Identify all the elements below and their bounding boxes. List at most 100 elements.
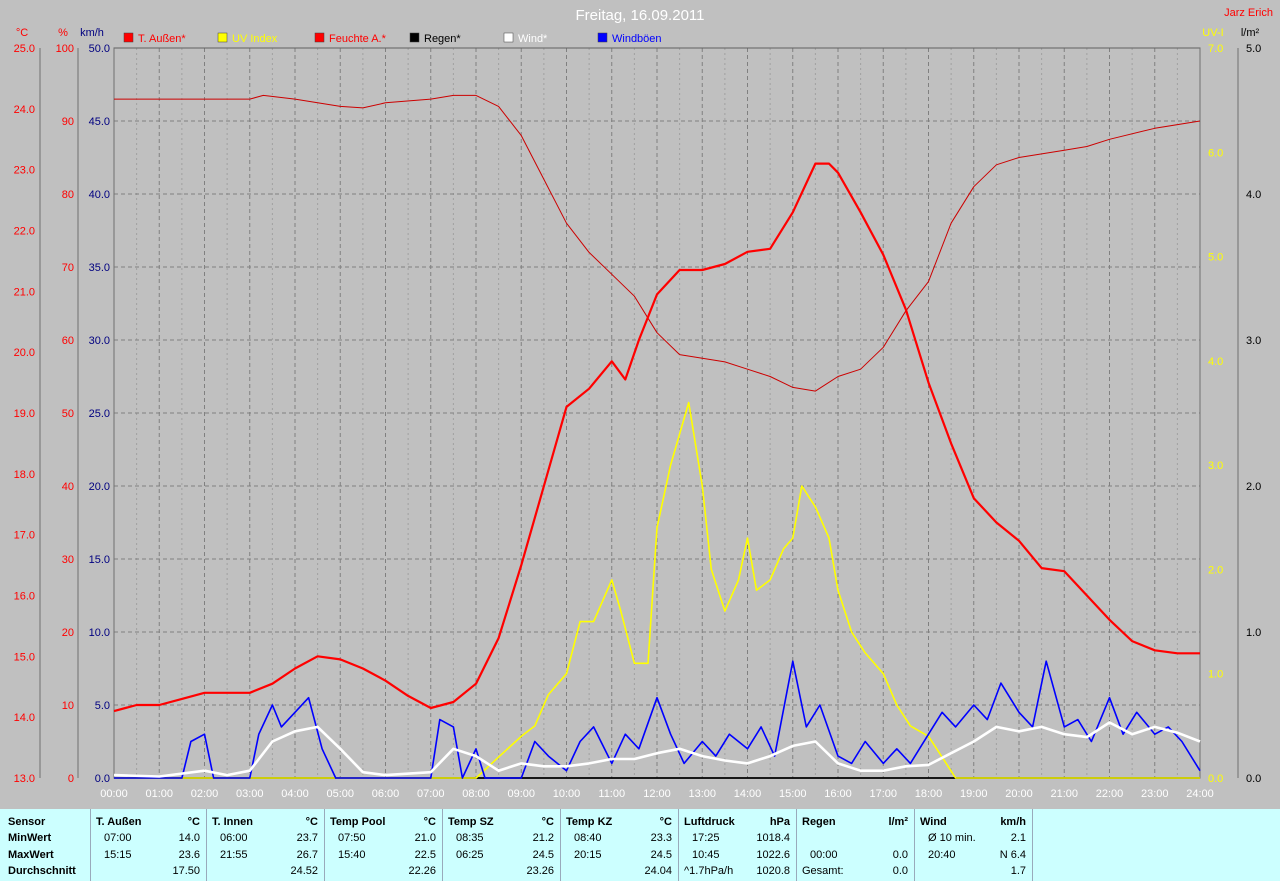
rain-tick-label: 5.0 (1246, 43, 1261, 55)
humidity-tick-label: 50 (62, 408, 74, 420)
temp-tick-label: 14.0 (14, 712, 35, 724)
stats-max-value: 0.0 (892, 849, 908, 861)
x-tick-label: 19:00 (960, 788, 988, 800)
stats-unit: °C (659, 816, 672, 828)
stats-min-time: 06:00 (220, 832, 248, 844)
stats-column: T. Außen °C 07:00 14.0 15:15 23.6 17.50 (90, 809, 207, 881)
humidity-tick-label: 70 (62, 262, 74, 274)
legend-label: T. Außen* (138, 33, 186, 45)
stats-max-time: 21:55 (220, 849, 248, 861)
stats-unit: hPa (769, 816, 790, 828)
series-layer (113, 94, 1201, 779)
stats-min-value: 21.2 (532, 832, 554, 844)
series-line-feuchte-a- (114, 94, 1201, 392)
x-tick-label: 12:00 (643, 788, 671, 800)
temp-tick-label: 22.0 (14, 226, 35, 238)
x-tick-label: 01:00 (145, 788, 173, 800)
uv-tick-label: 5.0 (1208, 252, 1223, 264)
stats-max-time: 20:40 (928, 849, 956, 861)
rain-tick-label: 1.0 (1246, 627, 1261, 639)
x-tick-label: 13:00 (688, 788, 716, 800)
stats-label-avg: Durchschnitt (8, 865, 76, 877)
temp-tick-label: 13.0 (14, 773, 35, 785)
x-tick-label: 16:00 (824, 788, 852, 800)
stats-max-value: N 6.4 (999, 849, 1026, 861)
stats-min-value: 23.3 (650, 832, 672, 844)
axis-unit-label: km/h (80, 27, 104, 39)
stats-avg-value: 1.7 (1010, 865, 1026, 877)
stats-title: Temp SZ (448, 816, 494, 828)
stats-title: T. Innen (212, 816, 253, 828)
weather-chart: 13.0 14.0 15.0 16.0 17.0 18.0 19.0 20.0 21.0 22.0… (14, 7, 1273, 800)
stats-max-value: 24.5 (532, 849, 554, 861)
stats-min-time: 08:35 (456, 832, 484, 844)
legend-label: Regen* (424, 33, 461, 45)
stats-column: Regen l/m² 00:00 0.0 Gesamt: 0.0 (796, 809, 915, 881)
humidity-tick-label: 30 (62, 554, 74, 566)
legend-swatch (314, 32, 325, 43)
temp-tick-label: 18.0 (14, 469, 35, 481)
author-label: Jarz Erich (1224, 7, 1273, 19)
humidity-tick-label: 0 (68, 773, 74, 785)
wind-tick-label: 15.0 (89, 554, 110, 566)
uv-tick-label: 0.0 (1208, 773, 1223, 785)
series-line-wind- (113, 721, 1201, 778)
stats-max-value: 23.6 (178, 849, 200, 861)
x-tick-label: 24:00 (1186, 788, 1214, 800)
legend: T. Außen* UV Index Feuchte A.* Regen* Wind* W… (123, 32, 662, 45)
x-tick-label: 20:00 (1005, 788, 1033, 800)
uv-tick-label: 2.0 (1208, 564, 1223, 576)
stats-min-time: Ø 10 min. (928, 832, 976, 844)
legend-swatch (217, 32, 228, 43)
series-line-windb-en (114, 660, 1201, 779)
x-tick-label: 15:00 (779, 788, 807, 800)
stats-unit: °C (187, 816, 200, 828)
stats-min-time: 07:50 (338, 832, 366, 844)
temp-tick-label: 21.0 (14, 286, 35, 298)
stats-max-value: 26.7 (296, 849, 318, 861)
temp-tick-label: 24.0 (14, 104, 35, 116)
stats-max-value: 1022.6 (756, 849, 790, 861)
stats-label-column: Sensor MinWert MaxWert Durchschnitt (0, 809, 91, 881)
wind-tick-label: 10.0 (89, 627, 110, 639)
stats-min-value: 2.1 (1010, 832, 1026, 844)
x-tick-label: 18:00 (915, 788, 943, 800)
uv-tick-label: 3.0 (1208, 460, 1223, 472)
humidity-tick-label: 80 (62, 189, 74, 201)
humidity-tick-label: 60 (62, 335, 74, 347)
stats-avg-value: 17.50 (172, 865, 200, 877)
x-tick-label: 03:00 (236, 788, 264, 800)
legend-swatch (123, 32, 134, 43)
stats-min-time: 17:25 (692, 832, 720, 844)
x-tick-label: 06:00 (372, 788, 400, 800)
stats-unit: °C (305, 816, 318, 828)
axes: 13.0 14.0 15.0 16.0 17.0 18.0 19.0 20.0 21.0 22.0… (14, 27, 1262, 800)
wind-tick-label: 0.0 (95, 773, 110, 785)
stats-avg-value: 22.26 (408, 865, 436, 877)
stats-column: Wind km/h Ø 10 min. 2.1 20:40 N 6.4 1.7 (914, 809, 1033, 881)
stats-column: Temp SZ °C 08:35 21.2 06:25 24.5 23.26 (442, 809, 561, 881)
series-line-uv-index (114, 401, 1200, 779)
stats-avg-label: ^1.7hPa/h (684, 865, 734, 877)
stats-avg-value: 23.26 (526, 865, 554, 877)
x-tick-label: 09:00 (507, 788, 535, 800)
temp-tick-label: 16.0 (14, 591, 35, 603)
uv-tick-label: 4.0 (1208, 356, 1223, 368)
x-tick-label: 17:00 (869, 788, 897, 800)
x-tick-label: 11:00 (598, 788, 625, 800)
x-tick-label: 05:00 (326, 788, 354, 800)
stats-label-min: MinWert (8, 832, 52, 844)
temp-tick-label: 15.0 (14, 651, 35, 663)
stats-unit: °C (541, 816, 554, 828)
stats-max-time: 15:15 (104, 849, 132, 861)
temp-tick-label: 17.0 (14, 530, 35, 542)
rain-tick-label: 2.0 (1246, 481, 1261, 493)
x-tick-label: 22:00 (1096, 788, 1124, 800)
legend-swatch (409, 32, 420, 43)
x-tick-label: 02:00 (191, 788, 219, 800)
humidity-tick-label: 10 (62, 700, 74, 712)
x-tick-label: 00:00 (100, 788, 128, 800)
wind-tick-label: 45.0 (89, 116, 110, 128)
stats-unit: km/h (1000, 816, 1026, 828)
stats-unit: °C (423, 816, 436, 828)
